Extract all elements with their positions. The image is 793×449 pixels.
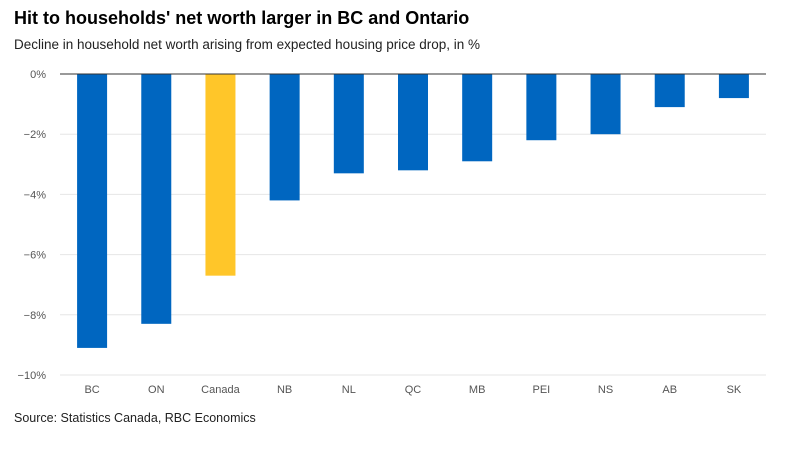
bar (590, 74, 621, 135)
chart-subtitle: Decline in household net worth arising f… (14, 37, 481, 52)
chart-title: Hit to households' net worth larger in B… (14, 8, 470, 28)
source-note: Source: Statistics Canada, RBC Economics (14, 411, 256, 425)
bar (718, 74, 749, 99)
bar (398, 74, 428, 171)
bar (205, 74, 236, 276)
bar (269, 74, 300, 201)
bar (526, 74, 557, 141)
bar (654, 74, 685, 108)
bar (141, 74, 172, 324)
x-tick-label: ON (148, 384, 165, 396)
y-tick-label: −8% (24, 310, 47, 322)
x-tick-label: NB (277, 384, 292, 396)
y-tick-label: −4% (24, 189, 47, 201)
x-tick-label: AB (662, 384, 677, 396)
y-tick-label: −10% (18, 370, 47, 382)
x-tick-label: PEI (532, 384, 550, 396)
x-tick-label: SK (727, 384, 742, 396)
bar (462, 74, 493, 162)
y-tick-label: 0% (30, 69, 46, 81)
y-tick-label: −2% (24, 129, 47, 141)
x-tick-label: QC (405, 384, 422, 396)
x-tick-label: Canada (201, 384, 240, 396)
y-tick-label: −6% (24, 250, 47, 262)
bar (77, 74, 108, 348)
x-tick-label: NS (598, 384, 613, 396)
bar (333, 74, 364, 174)
x-tick-label: NL (342, 384, 356, 396)
x-tick-label: MB (469, 384, 486, 396)
x-tick-label: BC (84, 384, 99, 396)
